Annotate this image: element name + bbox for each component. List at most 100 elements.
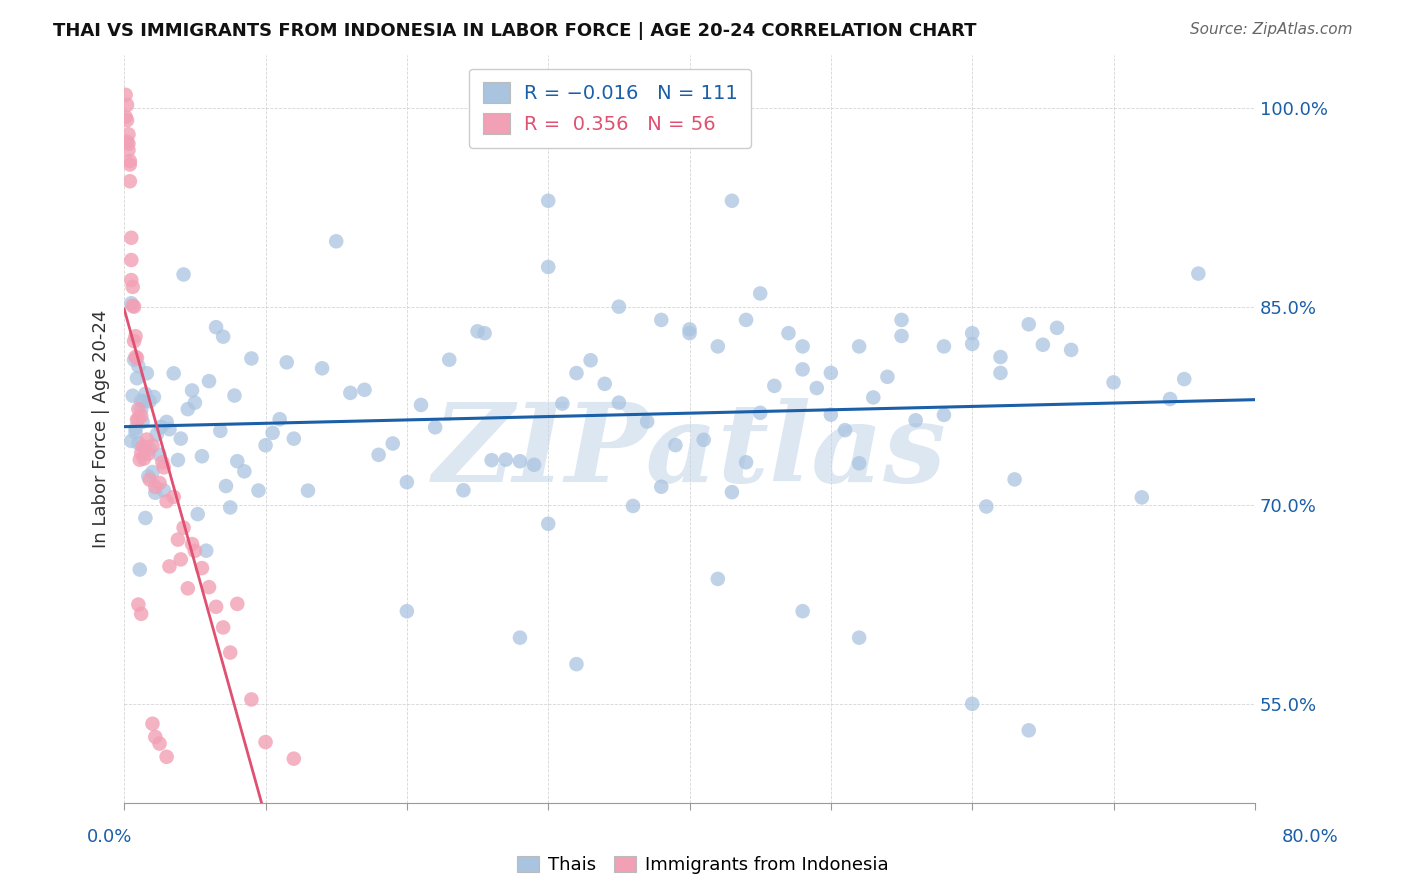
Point (932, 339, 955, 353)
Point (167, 453, 190, 467)
Point (120, 434, 142, 448)
Point (163, 367, 186, 381)
Point (156, 749, 179, 764)
Point (131, 440, 153, 454)
Point (254, 735, 277, 749)
Point (219, 500, 242, 515)
Legend: Thais, Immigrants from Indonesia: Thais, Immigrants from Indonesia (510, 848, 896, 881)
Point (209, 424, 232, 438)
Point (152, 483, 174, 498)
Point (792, 339, 814, 353)
Point (262, 425, 284, 440)
Text: 80.0%: 80.0% (1282, 828, 1339, 846)
Point (141, 716, 163, 731)
Point (134, 511, 156, 525)
Point (834, 423, 856, 437)
Point (205, 320, 228, 334)
Point (138, 473, 160, 487)
Point (226, 597, 249, 611)
Point (156, 415, 179, 429)
Point (636, 415, 658, 429)
Point (862, 391, 884, 405)
Point (297, 483, 319, 498)
Point (1032, 337, 1054, 351)
Point (127, 598, 149, 612)
Point (141, 439, 163, 453)
Point (132, 451, 155, 466)
Point (114, 110, 136, 124)
Point (127, 411, 149, 425)
Point (191, 561, 214, 575)
Point (353, 383, 375, 397)
Point (127, 402, 149, 417)
Point (763, 379, 786, 393)
Point (117, 128, 139, 142)
Point (395, 604, 418, 618)
Point (115, 135, 138, 149)
Point (141, 465, 163, 479)
Point (565, 657, 588, 672)
Point (735, 455, 758, 469)
Legend: R = −0.016   N = 111, R =  0.356   N = 56: R = −0.016 N = 111, R = 0.356 N = 56 (470, 69, 751, 148)
Point (115, 113, 138, 128)
Point (650, 480, 672, 494)
Point (848, 631, 870, 645)
Point (806, 381, 828, 395)
Point (122, 352, 145, 367)
Point (212, 329, 235, 343)
Point (820, 408, 842, 422)
Point (395, 475, 418, 490)
Point (181, 537, 204, 551)
Point (124, 421, 146, 435)
Point (890, 313, 912, 327)
Point (593, 376, 616, 391)
Point (134, 387, 156, 401)
Point (187, 507, 209, 521)
Point (1102, 376, 1125, 390)
Point (205, 599, 228, 614)
Point (678, 326, 700, 341)
Point (118, 157, 141, 171)
Point (932, 408, 955, 422)
Point (848, 339, 870, 353)
Point (1130, 491, 1153, 505)
Point (240, 351, 263, 366)
Point (143, 480, 166, 494)
Point (565, 366, 588, 380)
Point (135, 366, 157, 380)
Text: ZIPatlas: ZIPatlas (433, 398, 946, 506)
Point (129, 409, 152, 424)
Point (224, 388, 246, 402)
Point (269, 412, 291, 426)
Point (121, 280, 143, 294)
Point (692, 433, 714, 447)
Point (1159, 392, 1181, 406)
Point (1018, 318, 1040, 332)
Point (215, 479, 238, 493)
Point (129, 393, 152, 408)
Point (173, 268, 195, 282)
Point (122, 334, 145, 348)
Point (125, 371, 148, 385)
Point (120, 253, 142, 268)
Point (621, 499, 644, 513)
Point (114, 87, 136, 102)
Point (115, 98, 138, 112)
Point (960, 697, 983, 711)
Point (129, 402, 152, 417)
Point (170, 552, 193, 566)
Point (127, 359, 149, 373)
Point (721, 485, 744, 500)
Point (283, 752, 305, 766)
Point (148, 448, 170, 462)
Point (749, 286, 772, 301)
Point (170, 432, 193, 446)
Text: Source: ZipAtlas.com: Source: ZipAtlas.com (1189, 22, 1353, 37)
Point (650, 313, 672, 327)
Point (579, 353, 602, 368)
Point (792, 362, 814, 376)
Point (749, 406, 772, 420)
Point (976, 500, 998, 514)
Point (1187, 267, 1209, 281)
Point (149, 420, 172, 434)
